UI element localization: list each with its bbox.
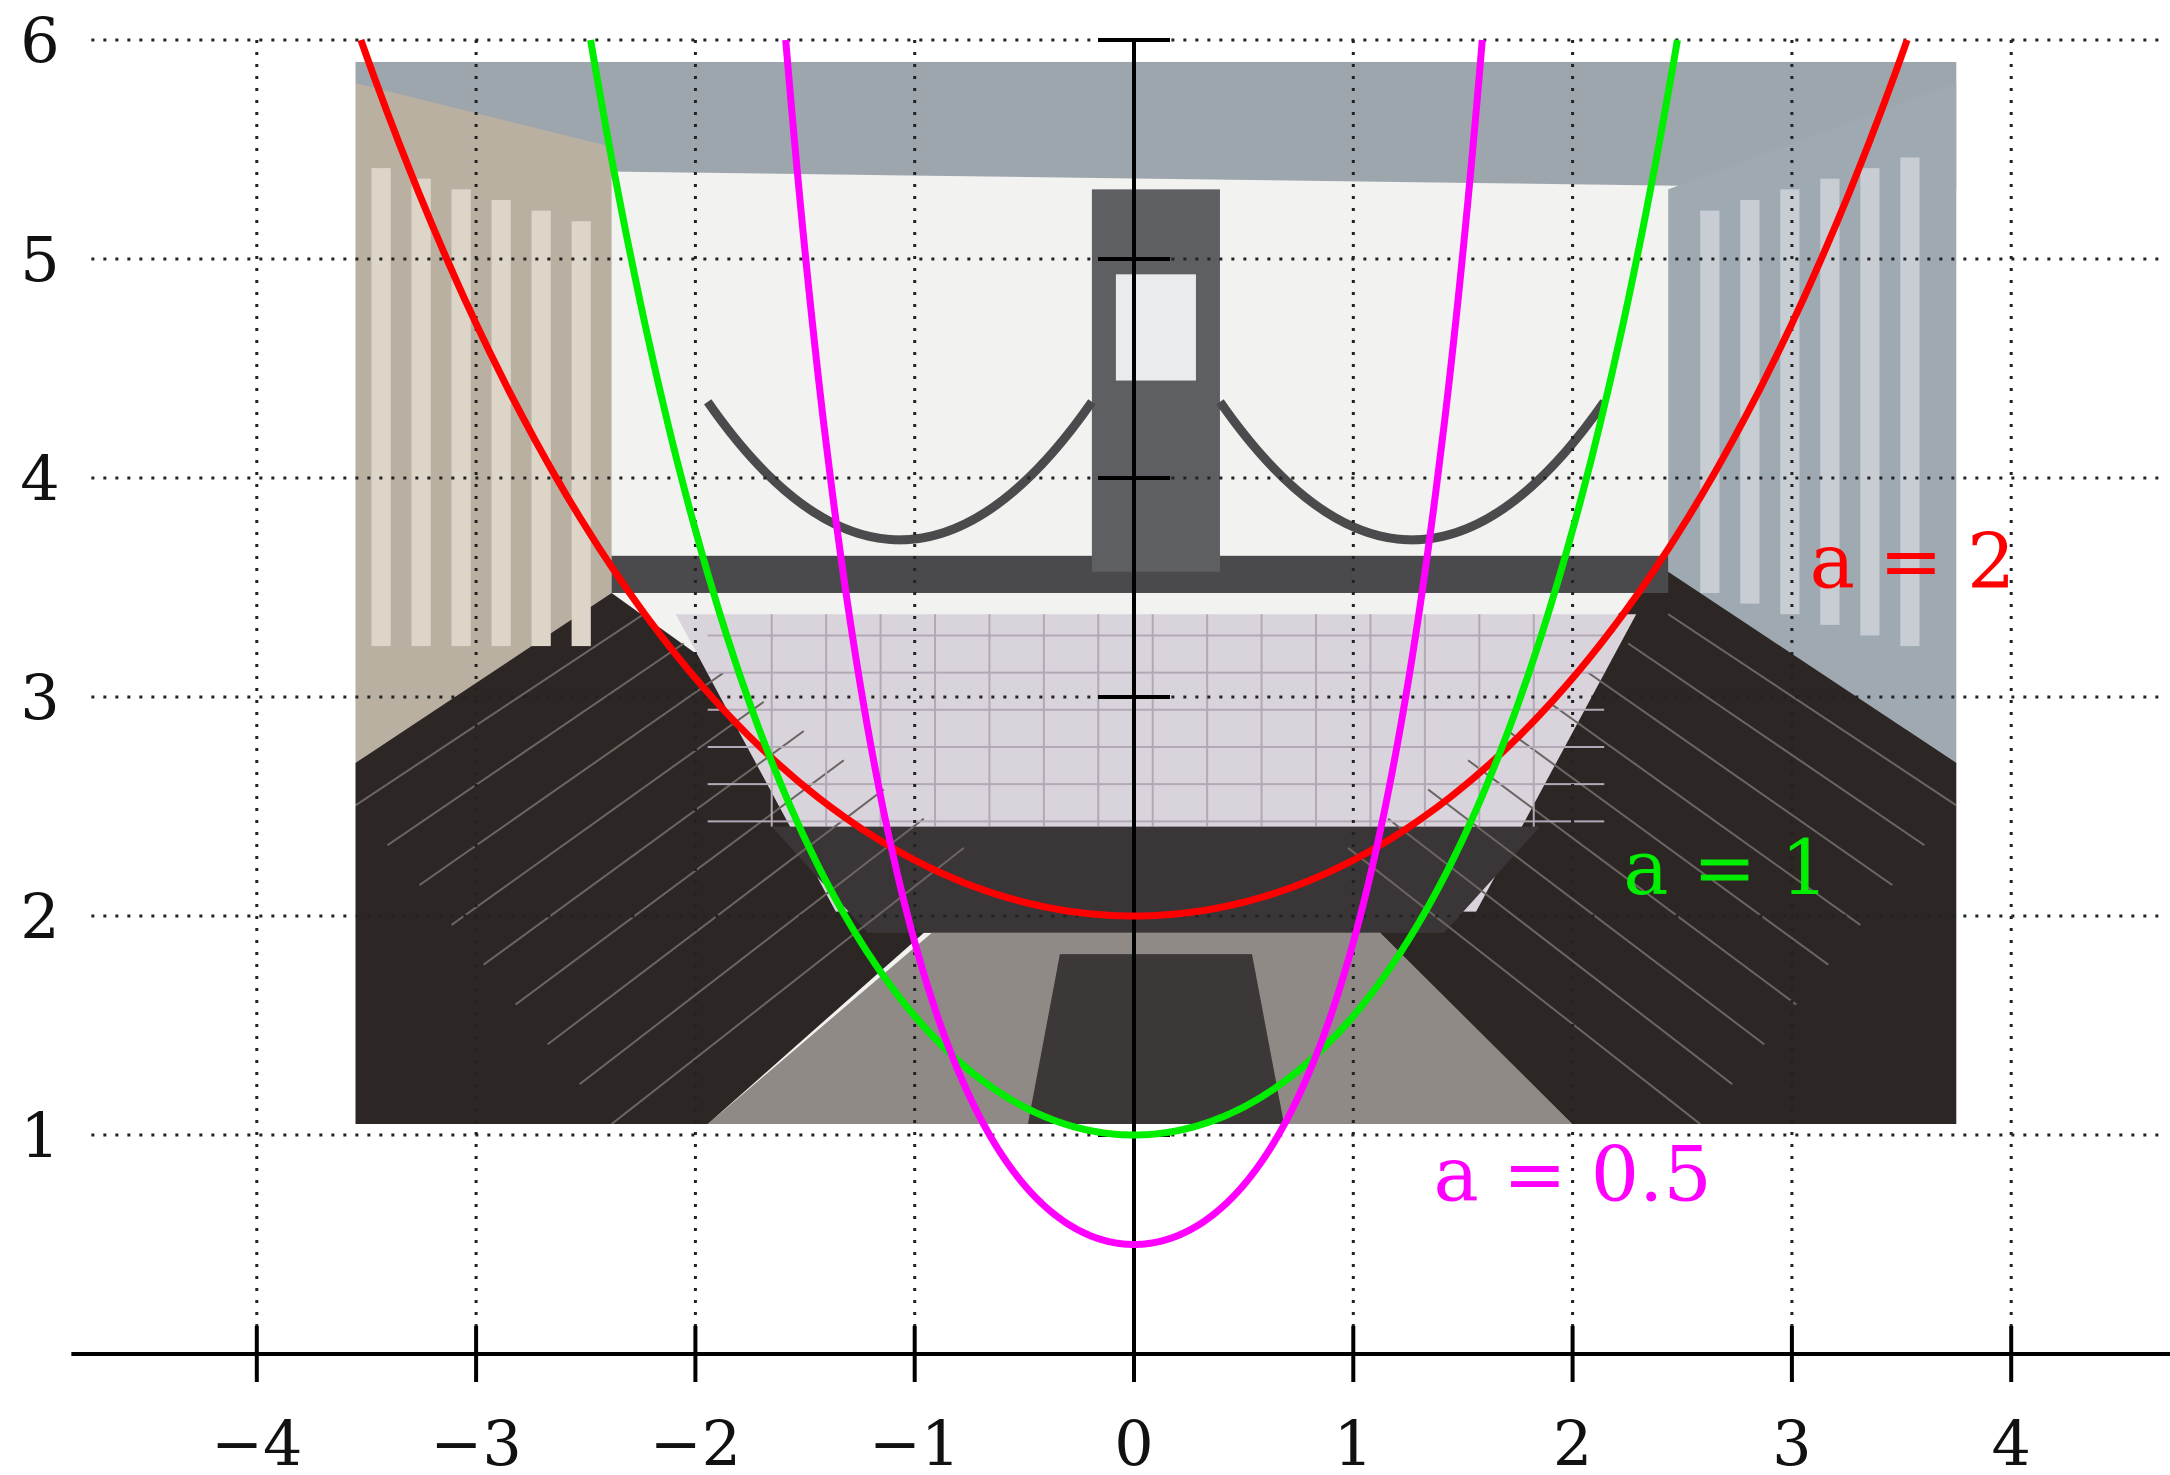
curve-labels: a = 2 a = 1 a = 0.5: [1434, 517, 2016, 1219]
y-tick-labels: 1 2 3 4 5 6: [20, 4, 59, 1172]
curve-label-1: a = 1: [1623, 823, 1829, 912]
x-tick-label: −2: [650, 1407, 741, 1475]
curve-label-0-5: a = 0.5: [1434, 1130, 1712, 1219]
y-tick-label: 2: [20, 880, 59, 953]
x-tick-labels: −4 −3 −2 −1 0 1 2 3 4: [211, 1407, 2031, 1475]
x-tick-label: −3: [430, 1407, 521, 1475]
x-tick-label: 2: [1553, 1407, 1592, 1475]
background-photo: [355, 61, 1957, 1125]
x-tick-label: −4: [211, 1407, 302, 1475]
y-tick-label: 4: [20, 442, 59, 515]
x-tick-label: 3: [1772, 1407, 1811, 1475]
y-tick-label: 3: [20, 661, 59, 734]
curve-0-5: [782, 39, 1486, 1248]
x-tick-label: −1: [869, 1407, 960, 1475]
curve-2: [357, 38, 1911, 920]
y-tick-label: 5: [20, 223, 59, 296]
x-tick-label: 4: [1991, 1407, 2030, 1475]
curves: [357, 38, 1911, 1248]
curve-label-2: a = 2: [1810, 517, 2016, 606]
y-tick-label: 1: [20, 1099, 59, 1172]
curve-1: [587, 39, 1681, 1139]
x-tick-label: 1: [1334, 1407, 1373, 1475]
y-tick-label: 6: [20, 4, 59, 77]
x-tick-label: 0: [1114, 1407, 1153, 1475]
